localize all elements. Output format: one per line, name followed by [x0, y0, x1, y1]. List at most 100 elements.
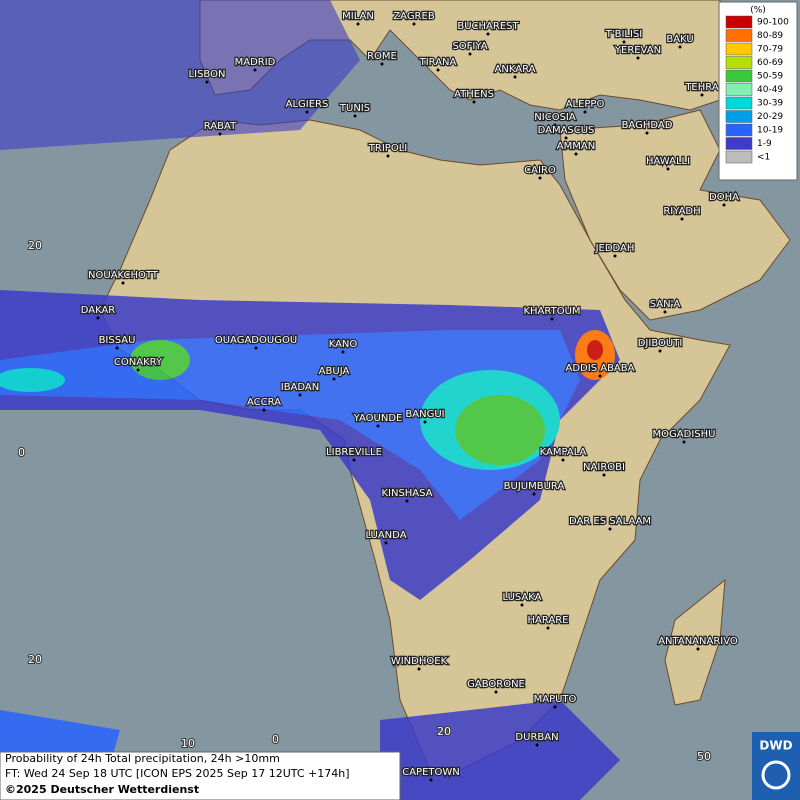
city-label: KANO [329, 339, 358, 350]
city-dot [574, 152, 578, 156]
city-label: DAMASCUS [538, 125, 595, 136]
city-dot [298, 393, 302, 397]
city-dot [550, 317, 554, 321]
city-dot [468, 52, 472, 56]
legend-label: 50-59 [757, 72, 783, 82]
legend-label: 70-79 [757, 45, 783, 55]
legend-swatch [725, 110, 753, 123]
city-label: ALEPPO [566, 99, 605, 110]
city-label: SAN'A [650, 299, 681, 310]
legend-label: 30-39 [757, 99, 783, 109]
city-label: TUNIS [339, 103, 370, 114]
city-label: CAIRO [524, 165, 556, 176]
caption-line: Probability of 24h Total precipitation, … [5, 752, 280, 765]
legend-label: 10-19 [757, 126, 783, 136]
precip-area [0, 0, 360, 150]
city-label: BUCHAREST [457, 21, 519, 32]
city-label: IBADAN [281, 382, 320, 393]
city-dot [412, 22, 416, 26]
city-label: TEHRA [684, 82, 718, 93]
city-label: BUJUMBURA [504, 481, 565, 492]
city-dot [583, 110, 587, 114]
legend-swatch [725, 42, 753, 56]
city-dot [532, 492, 536, 496]
city-dot [678, 45, 682, 49]
caption-box [0, 751, 401, 800]
graticule-label: 10 [181, 737, 195, 750]
city-label: MADRID [235, 57, 276, 68]
city-label: AMMAN [557, 141, 595, 152]
legend-label: 1-9 [757, 139, 772, 149]
city-dot [513, 75, 517, 79]
city-label: WINDHOEK [391, 656, 448, 667]
city-dot [680, 217, 684, 221]
city-label: TRIPOLI [368, 143, 407, 154]
graticule-labels: 20 0 20 10 0 20 50 [17, 238, 712, 764]
legend-swatch [725, 137, 753, 150]
legend-label: 20-29 [757, 112, 783, 122]
legend-title: (%) [750, 6, 766, 16]
city-label: ANTANANARIVO [658, 636, 738, 647]
city-dot [722, 203, 726, 207]
city-label: TIRANA [419, 57, 457, 68]
city-label: BISSAU [99, 335, 136, 346]
city-dot [520, 603, 524, 607]
city-dot [663, 310, 667, 314]
city-label: LISBON [189, 69, 226, 80]
city-label: RABAT [204, 121, 237, 132]
city-dot [602, 473, 606, 477]
city-label: DAR ES SALAAM [569, 516, 651, 527]
city-dot [386, 154, 390, 158]
city-label: ALGIERS [286, 99, 329, 110]
city-dot [205, 80, 209, 84]
graticule-label: 0 [18, 446, 25, 459]
city-dot [262, 408, 266, 412]
logo-swirl [761, 760, 791, 790]
city-label: CONAKRY [114, 357, 163, 368]
city-label: ADDIS ABABA [566, 363, 635, 374]
city-label: LUANDA [365, 530, 406, 541]
precip-area [587, 340, 603, 360]
city-label: ATHENS [454, 89, 494, 100]
city-label: ROME [367, 51, 397, 62]
city-label: MILAN [342, 11, 374, 22]
precip-area [380, 700, 620, 800]
precipitation [0, 0, 620, 800]
city-dot [682, 440, 686, 444]
graticule-label: 20 [437, 725, 451, 738]
city-label: BANGUI [405, 409, 444, 420]
precip-area [0, 330, 580, 520]
city-dot [486, 32, 490, 36]
city-dot [218, 132, 222, 136]
city-label: ANKARA [495, 64, 536, 75]
city-label: NAIROBI [583, 462, 625, 473]
city-dot [494, 690, 498, 694]
city-label: KHARTOUM [523, 306, 580, 317]
logo: DWD [759, 739, 792, 753]
city-label: DURBAN [515, 732, 558, 743]
city-dot [376, 424, 380, 428]
city-dot [417, 667, 421, 671]
city-dot [332, 377, 336, 381]
city-label: DJIBOUTI [638, 338, 683, 349]
city-label: JEDDAH [595, 243, 635, 254]
legend-swatch [725, 83, 753, 96]
city-label: YAOUNDE [353, 413, 403, 424]
city-label: HAWALLI [646, 156, 690, 167]
city-label: BAGHDAD [622, 120, 673, 131]
city-dot [700, 93, 704, 97]
city-dot [608, 527, 612, 531]
city-label: T'BILISI [605, 29, 642, 40]
city-dot [429, 778, 433, 782]
city-labels: MILAN ZAGREB BUCHAREST T'BILISI BAKU SOFIYA YE… [79, 10, 740, 782]
city-dot [598, 374, 602, 378]
city-label: BAKU [666, 34, 693, 45]
city-label: ZAGREB [393, 11, 435, 22]
city-dot [305, 110, 309, 114]
city-dot [405, 499, 409, 503]
legend-swatch [725, 15, 753, 29]
city-dot [564, 136, 568, 140]
city-label: SOFIYA [452, 41, 487, 52]
legend-swatch [725, 69, 753, 83]
